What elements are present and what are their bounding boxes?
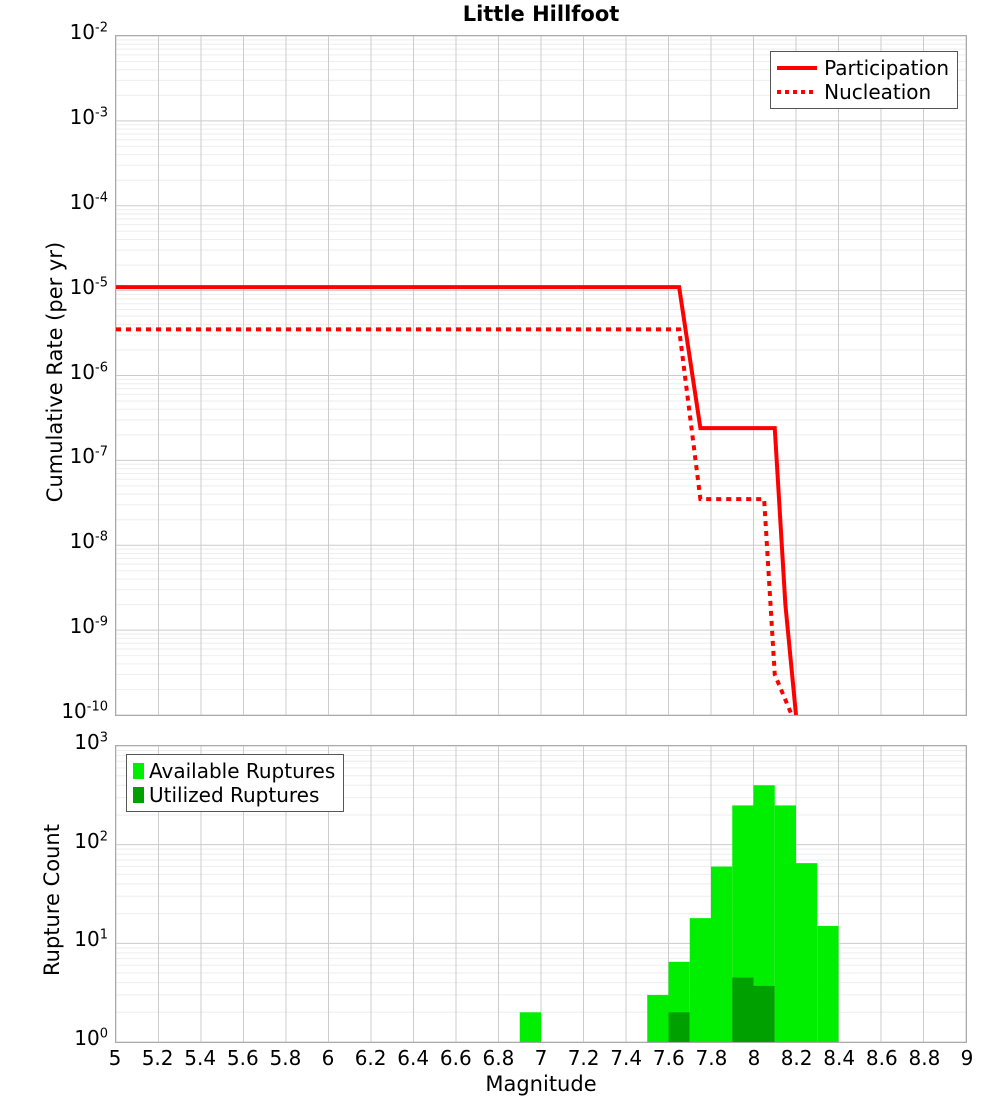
x-tick-label: 5.2 xyxy=(141,1046,174,1070)
bottom-y-tick-labels: 103 102 101 100 xyxy=(0,731,108,1048)
legend-label-nucleation: Nucleation xyxy=(824,80,932,104)
x-tick-label: 6.2 xyxy=(354,1046,387,1070)
x-tick-label: 8.8 xyxy=(908,1046,941,1070)
y-tick-label: 102 xyxy=(74,828,108,853)
legend-label-available-ruptures: Available Ruptures xyxy=(149,759,336,783)
x-tick-label: 5.6 xyxy=(226,1046,259,1070)
y-tick-label: 10-6 xyxy=(69,359,108,384)
x-tick-label: 5.4 xyxy=(184,1046,217,1070)
cumulative-rate-plot: Participation Nucleation xyxy=(115,35,967,716)
x-tick-label: 7.2 xyxy=(567,1046,600,1070)
bottom-legend: Available Ruptures Utilized Ruptures xyxy=(126,754,345,812)
y-tick-label: 10-3 xyxy=(69,104,108,129)
x-tick-label: 7.6 xyxy=(652,1046,685,1070)
y-tick-label: 100 xyxy=(74,1026,108,1050)
bottom-gridlines xyxy=(116,746,966,1042)
y-tick-label: 10-9 xyxy=(69,614,108,639)
x-axis-label: Magnitude xyxy=(485,1072,597,1096)
chart-title: Little Hillfoot xyxy=(462,2,620,26)
x-tick-label: 6.6 xyxy=(439,1046,472,1070)
x-tick-label: 7.8 xyxy=(695,1046,728,1070)
top-gridlines xyxy=(116,36,966,715)
x-tick-label: 8 xyxy=(747,1046,761,1070)
bottom-y-axis-label: Rupture Count xyxy=(40,824,64,976)
top-y-axis-label: Cumulative Rate (per yr) xyxy=(43,241,67,503)
x-tick-label: 6.8 xyxy=(482,1046,515,1070)
x-tick-label: 8.6 xyxy=(865,1046,898,1070)
x-tick-label: 6 xyxy=(321,1046,335,1070)
y-tick-label: 103 xyxy=(74,730,108,754)
x-tick-label: 5 xyxy=(108,1046,122,1070)
x-tick-label: 6.4 xyxy=(397,1046,430,1070)
legend-item-utilized-ruptures: Utilized Ruptures xyxy=(133,783,335,807)
y-tick-label: 10-7 xyxy=(69,444,108,469)
y-tick-label: 10-2 xyxy=(69,20,108,44)
x-tick-label: 9 xyxy=(960,1046,974,1070)
x-tick-label: 7 xyxy=(534,1046,548,1070)
x-tick-labels: 5 5.2 5.4 5.6 5.8 6 6.2 6.4 6.6 6.8 7 7.2 7.4 7.6 7.8 8… xyxy=(109,1046,974,1072)
y-tick-label: 101 xyxy=(74,927,108,952)
x-tick-label: 5.8 xyxy=(269,1046,302,1070)
nucleation-line-icon xyxy=(777,83,818,101)
legend-item-nucleation: Nucleation xyxy=(777,80,949,104)
y-tick-label: 10-8 xyxy=(69,529,108,554)
utilized-ruptures-swatch-icon xyxy=(133,787,144,803)
available-ruptures-swatch-icon xyxy=(133,763,144,779)
top-legend: Participation Nucleation xyxy=(770,51,958,109)
legend-item-available-ruptures: Available Ruptures xyxy=(133,759,335,783)
legend-label-utilized-ruptures: Utilized Ruptures xyxy=(149,783,320,807)
top-data-lines xyxy=(116,36,966,715)
y-tick-label: 10-4 xyxy=(69,189,108,214)
x-tick-label: 8.2 xyxy=(780,1046,813,1070)
top-y-tick-labels: 10-2 10-3 10-4 10-5 10-6 10-7 10-8 10-9 10-10 xyxy=(0,21,108,721)
y-tick-label: 10-10 xyxy=(61,699,108,723)
x-tick-label: 7.4 xyxy=(610,1046,643,1070)
participation-line-icon xyxy=(777,59,818,77)
legend-label-participation: Participation xyxy=(824,56,949,80)
legend-item-participation: Participation xyxy=(777,56,949,80)
y-tick-label: 10-5 xyxy=(69,274,108,299)
rupture-count-bars xyxy=(519,785,839,1042)
rupture-count-plot: Available Ruptures Utilized Ruptures xyxy=(115,745,967,1043)
x-tick-label: 8.4 xyxy=(823,1046,856,1070)
